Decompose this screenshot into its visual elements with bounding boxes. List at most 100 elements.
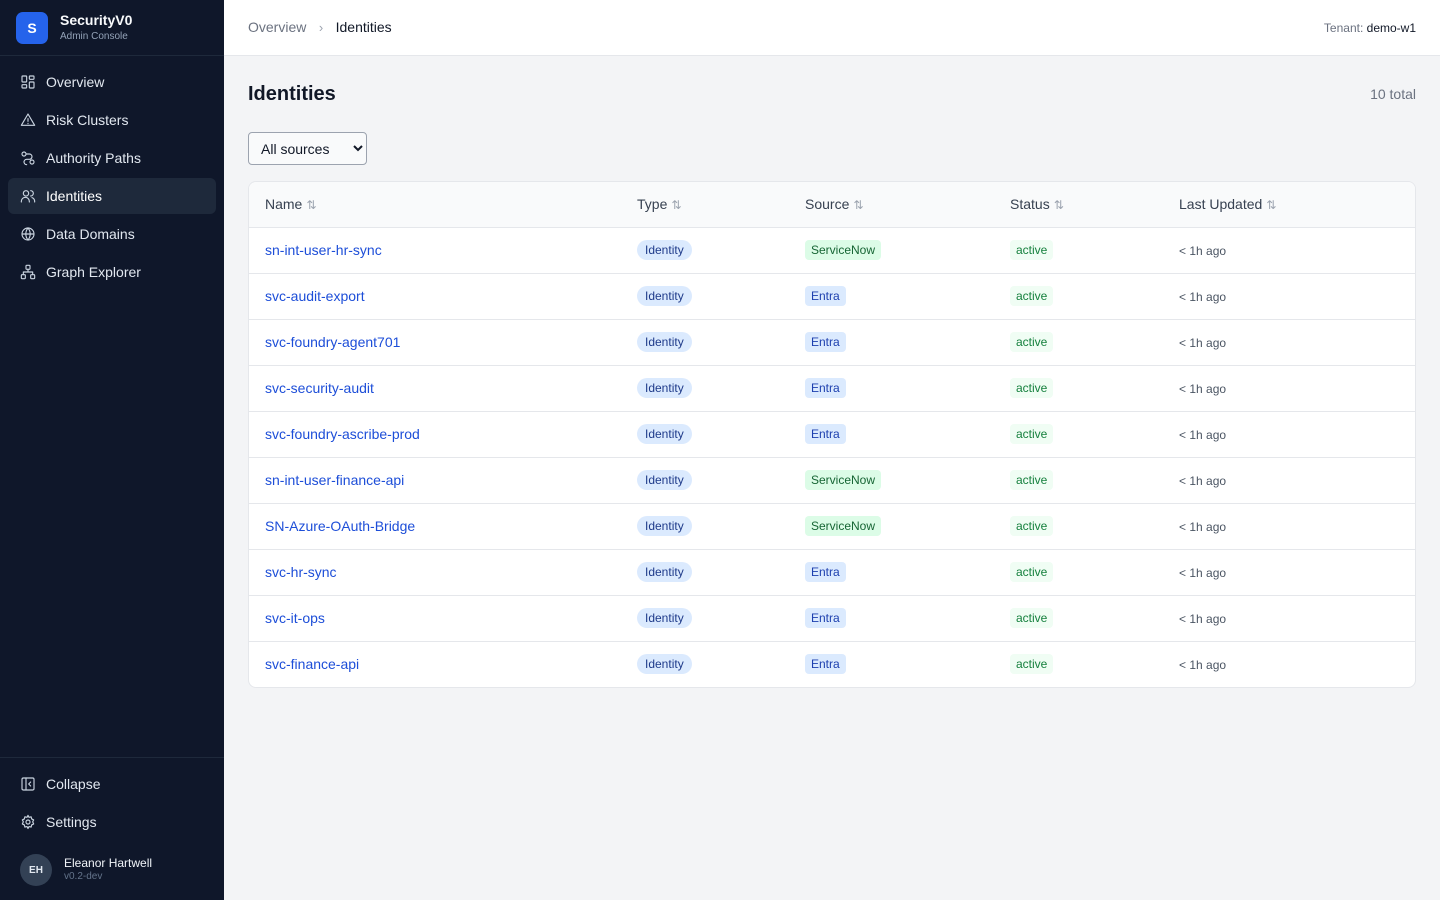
main-content: Identities 10 total All sources Name ⇅ Ty… (248, 56, 1416, 688)
cell-last-updated: < 1h ago (1163, 595, 1415, 642)
cell-status: active (994, 641, 1163, 687)
collapse-button[interactable]: Collapse (8, 766, 216, 802)
source-filter-select[interactable]: All sources (248, 132, 367, 165)
identities-table: Name ⇅ Type ⇅ Source ⇅ Status ⇅ Last Updated… (249, 182, 1415, 687)
source-badge: Entra (805, 378, 846, 398)
cell-name: svc-foundry-agent701 (249, 319, 621, 366)
users-icon (20, 188, 36, 204)
cell-status: active (994, 273, 1163, 320)
brand-text: SecurityV0 Admin Console (60, 12, 133, 41)
cell-type: Identity (621, 319, 789, 366)
sidebar-item-authority-paths[interactable]: Authority Paths (8, 140, 216, 176)
sidebar-item-label: Data Domains (46, 226, 135, 242)
identity-name-link[interactable]: svc-it-ops (265, 610, 325, 626)
table-row[interactable]: svc-audit-export Identity Entra active < 1h … (249, 273, 1415, 320)
sidebar-item-settings[interactable]: Settings (8, 804, 216, 840)
cell-last-updated: < 1h ago (1163, 411, 1415, 458)
identity-name-link[interactable]: sn-int-user-hr-sync (265, 242, 382, 258)
table-row[interactable]: svc-security-audit Identity Entra active < 1… (249, 365, 1415, 412)
column-header-label: Type (637, 196, 668, 213)
route-icon (20, 150, 36, 166)
tenant-label: Tenant: (1323, 20, 1364, 35)
identity-name-link[interactable]: SN-Azure-OAuth-Bridge (265, 518, 416, 534)
sidebar-item-data-domains[interactable]: Data Domains (8, 216, 216, 252)
cell-source: ServiceNow (789, 503, 994, 550)
column-header-label: Name (265, 196, 303, 213)
sort-icon: ⇅ (306, 198, 317, 213)
cell-source: Entra (789, 411, 994, 458)
breadcrumb-current: Identities (335, 18, 392, 35)
table-row[interactable]: svc-foundry-ascribe-prod Identity Entra act… (249, 411, 1415, 458)
table-row[interactable]: svc-it-ops Identity Entra active < 1h ago (249, 595, 1415, 642)
brand-logo: S (16, 11, 48, 44)
identity-name-link[interactable]: svc-foundry-agent701 (265, 334, 401, 350)
avatar: EH (20, 854, 52, 886)
column-header-last-updated[interactable]: Last Updated ⇅ (1163, 182, 1415, 228)
cell-last-updated: < 1h ago (1163, 365, 1415, 412)
status-badge: active (1010, 378, 1054, 398)
source-badge: Entra (805, 608, 846, 628)
identity-name-link[interactable]: svc-finance-api (265, 656, 360, 673)
cell-last-updated: < 1h ago (1163, 319, 1415, 366)
cell-source: Entra (789, 273, 994, 320)
status-badge: active (1010, 240, 1054, 260)
status-badge: active (1010, 470, 1054, 490)
identity-name-link[interactable]: svc-security-audit (265, 380, 374, 396)
identity-name-link[interactable]: svc-audit-export (265, 288, 365, 304)
sidebar: S SecurityV0 Admin Console Overview Risk… (0, 0, 224, 900)
cell-name: sn-int-user-finance-api (249, 457, 621, 504)
sidebar-item-graph-explorer[interactable]: Graph Explorer (8, 254, 216, 290)
source-badge: Entra (805, 332, 846, 352)
globe-icon (20, 226, 36, 242)
cell-last-updated: < 1h ago (1163, 641, 1415, 687)
cell-name: SN-Azure-OAuth-Bridge (249, 503, 621, 550)
source-badge: Entra (805, 654, 846, 675)
column-header-name[interactable]: Name ⇅ (249, 182, 621, 228)
table-row[interactable]: sn-int-user-finance-api Identity ServiceNo… (249, 457, 1415, 504)
cell-type: Identity (621, 365, 789, 412)
table-row[interactable]: SN-Azure-OAuth-Bridge Identity ServiceNow a… (249, 503, 1415, 550)
brand-name: SecurityV0 (60, 12, 133, 29)
table-row[interactable]: sn-int-user-hr-sync Identity ServiceNow act… (249, 227, 1415, 274)
sidebar-item-risk-clusters[interactable]: Risk Clusters (8, 102, 216, 138)
column-header-status[interactable]: Status ⇅ (994, 182, 1163, 228)
type-badge: Identity (637, 608, 692, 628)
type-badge: Identity (637, 378, 692, 398)
identity-name-link[interactable]: svc-hr-sync (265, 564, 337, 580)
cell-name: svc-audit-export (249, 273, 621, 320)
type-badge: Identity (637, 516, 692, 536)
table-row[interactable]: svc-hr-sync Identity Entra active < 1h ago (249, 549, 1415, 596)
table-body: sn-int-user-hr-sync Identity ServiceNow act… (249, 227, 1415, 687)
column-header-type[interactable]: Type ⇅ (621, 182, 789, 228)
sidebar-nav: Overview Risk Clusters Authority Paths I… (0, 56, 224, 757)
sidebar-item-identities[interactable]: Identities (8, 178, 216, 214)
cell-status: active (994, 227, 1163, 274)
column-header-source[interactable]: Source ⇅ (789, 182, 994, 228)
total-count: 10 total (1370, 86, 1416, 102)
status-badge: active (1010, 286, 1054, 306)
cell-status: active (994, 319, 1163, 366)
sidebar-item-label: Overview (46, 74, 105, 90)
cell-last-updated: < 1h ago (1163, 457, 1415, 504)
cell-source: Entra (789, 595, 994, 642)
status-badge: active (1010, 332, 1054, 352)
sidebar-item-overview[interactable]: Overview (8, 64, 216, 100)
user-profile[interactable]: EH Eleanor Hartwell v0.2-dev (8, 842, 216, 900)
sort-icon: ⇅ (1266, 198, 1277, 213)
breadcrumb-overview-link[interactable]: Overview (248, 18, 307, 35)
cell-source: Entra (789, 641, 994, 687)
page-header: Identities 10 total (248, 56, 1416, 132)
type-badge: Identity (637, 240, 692, 260)
source-badge: ServiceNow (805, 470, 882, 490)
identity-name-link[interactable]: sn-int-user-finance-api (265, 472, 405, 488)
table-row[interactable]: svc-finance-api Identity Entra active < 1h a… (249, 641, 1415, 687)
cell-status: active (994, 365, 1163, 412)
sort-icon: ⇅ (1053, 198, 1064, 213)
table-row[interactable]: svc-foundry-agent701 Identity Entra active <… (249, 319, 1415, 366)
identity-name-link[interactable]: svc-foundry-ascribe-prod (265, 426, 420, 442)
source-badge: ServiceNow (805, 240, 882, 260)
app-version: v0.2-dev (64, 871, 103, 883)
tenant-value: demo-w1 (1366, 20, 1416, 35)
collapse-panel-icon (20, 776, 36, 792)
sidebar-item-label: Graph Explorer (46, 264, 141, 280)
